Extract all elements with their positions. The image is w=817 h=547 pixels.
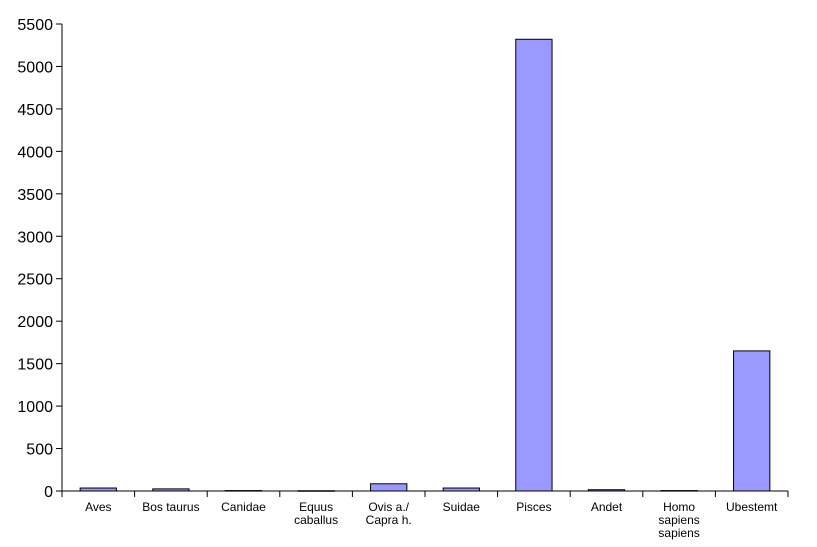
y-tick-label: 2500: [17, 272, 53, 289]
x-tick-label: Pisces: [516, 500, 551, 514]
y-tick-label: 1500: [17, 357, 53, 374]
x-tick-label-line: Capra h.: [366, 513, 412, 527]
x-tick-label-line: Canidae: [221, 500, 266, 514]
bar: [660, 490, 698, 492]
x-tick-label-line: Equus: [299, 500, 333, 514]
x-axis: Aves Bos taurus Canidae Equus caballus Ovis a…: [61, 490, 789, 540]
x-tick-label: Andet: [591, 500, 623, 514]
y-tick-label: 5000: [17, 59, 53, 76]
x-tick-label-line: Bos taurus: [142, 500, 199, 514]
x-tick-label-line: Aves: [85, 500, 111, 514]
bar: [297, 490, 335, 492]
bars: [79, 38, 771, 492]
y-tick-label: 5500: [17, 17, 53, 34]
y-tick-label: 3000: [17, 229, 53, 246]
bar: [733, 350, 771, 492]
bar: [152, 488, 190, 492]
x-tick-label: Bos taurus: [142, 500, 199, 514]
x-tick-label-line: Homo: [663, 500, 695, 514]
y-tick-label: 500: [26, 442, 53, 459]
bar: [79, 487, 117, 492]
x-tick-label: Suidae: [443, 500, 481, 514]
x-tick-label-line: Andet: [591, 500, 623, 514]
y-tick-label: 2000: [17, 314, 53, 331]
bar: [224, 490, 263, 492]
x-tick-label: Ovis a./Capra h.: [366, 500, 412, 527]
y-tick-label: 0: [44, 484, 53, 501]
x-tick-label: Equus caballus: [294, 500, 338, 527]
bar: [370, 483, 408, 492]
bar: [515, 38, 553, 492]
x-tick-label: Aves: [85, 500, 111, 514]
x-tick-label-line: sapiens: [658, 526, 699, 540]
x-tick-label-line: Ovis a./: [368, 500, 409, 514]
x-tick-label-line: sapiens: [658, 513, 699, 527]
x-tick-label-line: caballus: [294, 513, 338, 527]
x-tick-label-line: Pisces: [516, 500, 551, 514]
x-tick-label-line: Ubestemt: [726, 500, 778, 514]
y-axis: 0 500 1000 1500 2000 2500 3000 3500 4000 4500 5000…: [17, 17, 63, 501]
y-tick-label: 3500: [17, 187, 53, 204]
y-tick-label: 4500: [17, 102, 53, 119]
x-tick-label: Ubestemt: [726, 500, 778, 514]
y-tick-label: 1000: [17, 399, 53, 416]
bar: [587, 489, 626, 492]
x-tick-label-line: Suidae: [443, 500, 481, 514]
y-tick-label: 4000: [17, 144, 53, 161]
x-tick-label: Canidae: [221, 500, 266, 514]
bar: [442, 487, 480, 492]
x-tick-label: Homo sapiens sapiens: [658, 500, 699, 540]
